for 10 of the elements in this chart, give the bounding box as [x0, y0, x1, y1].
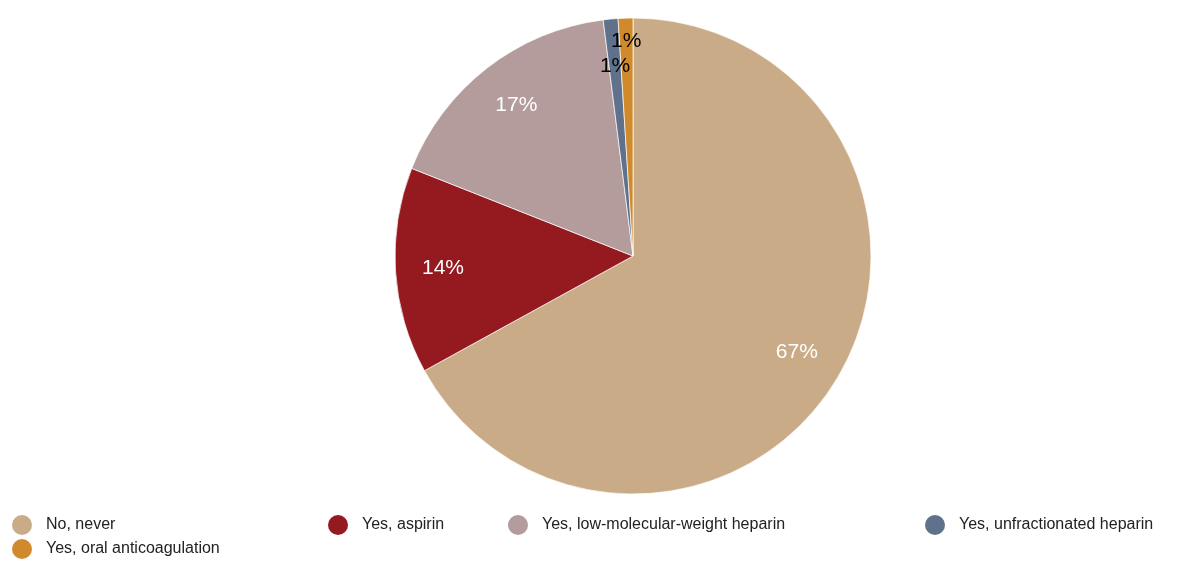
data-label: 17%: [495, 92, 538, 116]
data-label: 67%: [775, 339, 818, 363]
legend-label: Yes, oral anticoagulation: [46, 539, 220, 557]
data-label: 14%: [421, 254, 464, 278]
legend-label: Yes, aspirin: [362, 515, 445, 533]
data-label: 1%: [599, 52, 631, 76]
legend-label: Yes, unfractionated heparin: [959, 515, 1154, 533]
legend-label: Yes, low-molecular-weight heparin: [542, 515, 786, 533]
data-label: 1%: [611, 28, 642, 52]
legend-label: No, never: [46, 515, 117, 533]
